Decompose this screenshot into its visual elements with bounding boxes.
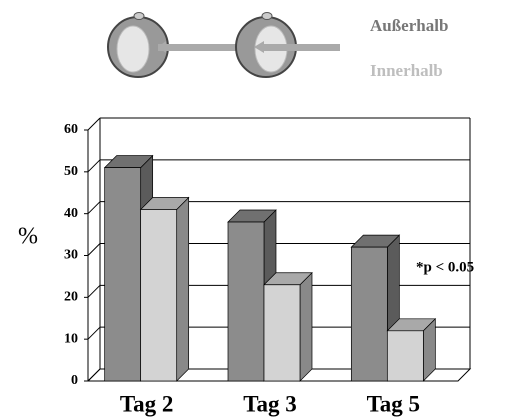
x-tick-label: Tag 5 (367, 391, 420, 416)
y-tick-label: 20 (64, 290, 78, 305)
bar-front (351, 247, 387, 381)
grid-line (88, 244, 100, 256)
grid-line (88, 202, 100, 214)
y-tick-label: 40 (64, 206, 78, 221)
grid-line (88, 118, 100, 130)
y-tick-label: 30 (64, 248, 78, 263)
bar (387, 319, 435, 381)
grid-line (88, 160, 100, 172)
bar-front (105, 168, 141, 381)
legend-icons (108, 13, 340, 78)
page: % Außerhalb Innerhalb 0 10 20 30 40 50 60 Tag 2 Ta… (0, 0, 507, 419)
grid-line (88, 285, 100, 297)
annotation: *p < 0.05 (416, 259, 474, 275)
y-tick-label: 50 (64, 164, 78, 179)
y-tick-label: 60 (64, 122, 78, 137)
bar-side (300, 273, 312, 381)
legend-label: Außerhalb (370, 16, 448, 35)
y-tick-label: 0 (71, 373, 78, 388)
legend-label: Innerhalb (370, 61, 443, 80)
y-tick-label: 10 (64, 331, 78, 346)
x-tick-label: Tag 2 (120, 391, 173, 416)
bar-front (228, 222, 264, 381)
chart: % Außerhalb Innerhalb 0 10 20 30 40 50 60 Tag 2 Ta… (0, 0, 507, 419)
bar-front (387, 331, 423, 381)
y-axis-label: % (18, 224, 38, 250)
bar-side (177, 197, 189, 381)
bar (264, 273, 312, 381)
grid-line (88, 327, 100, 339)
bar (141, 197, 189, 381)
bar-front (264, 285, 300, 381)
bar-front (141, 209, 177, 381)
x-tick-label: Tag 3 (243, 391, 296, 416)
